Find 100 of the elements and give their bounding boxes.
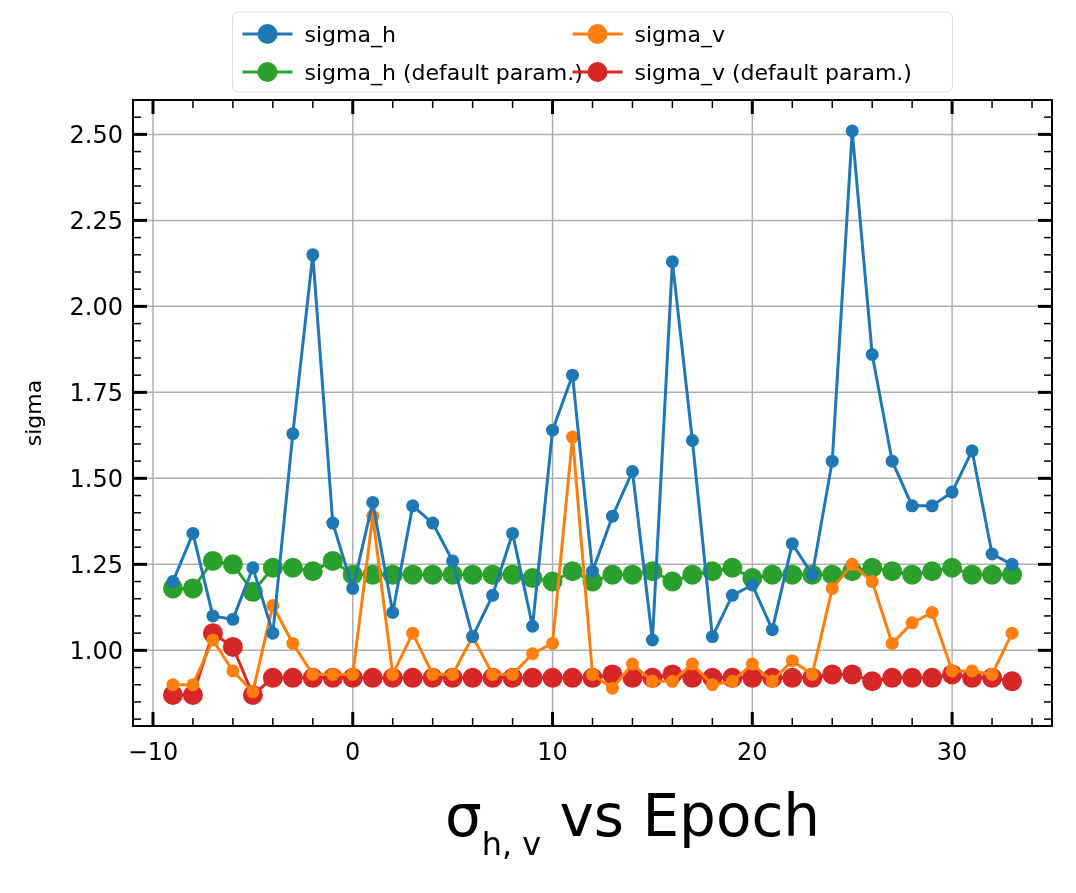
- point: [942, 557, 963, 578]
- point: [246, 561, 260, 575]
- point: [226, 612, 240, 626]
- y-tick-label: 1.25: [69, 550, 123, 579]
- x-tick-label: −10: [127, 738, 179, 766]
- point: [542, 667, 563, 688]
- point: [406, 499, 420, 513]
- point: [885, 636, 899, 650]
- point: [286, 427, 300, 441]
- point: [605, 681, 619, 695]
- point: [605, 509, 619, 523]
- y-axis-title: sigma: [21, 379, 46, 447]
- point: [222, 636, 243, 657]
- legend-label: sigma_h: [304, 21, 396, 48]
- point: [1005, 626, 1019, 640]
- point: [202, 550, 223, 571]
- point: [865, 575, 879, 589]
- point: [462, 667, 483, 688]
- point: [842, 664, 863, 685]
- point: [765, 623, 779, 637]
- point: [546, 423, 560, 437]
- point: [925, 606, 939, 619]
- point: [506, 526, 520, 540]
- point: [402, 564, 423, 585]
- point: [982, 564, 1003, 585]
- point: [206, 609, 220, 623]
- x-tick-label: 10: [537, 738, 568, 766]
- point: [446, 554, 460, 568]
- point: [922, 667, 943, 688]
- point: [962, 564, 983, 585]
- point: [825, 454, 839, 468]
- y-tick-label: 1.00: [69, 636, 123, 665]
- point: [206, 633, 220, 647]
- point: [825, 581, 839, 595]
- legend-label: sigma_h (default param.): [304, 59, 583, 86]
- point: [965, 664, 979, 678]
- point: [685, 657, 699, 671]
- point: [286, 636, 300, 650]
- point: [226, 664, 240, 678]
- point: [566, 430, 580, 444]
- point: [502, 564, 523, 585]
- point: [322, 550, 343, 571]
- point: [662, 571, 683, 592]
- point: [422, 564, 443, 585]
- point: [862, 557, 883, 578]
- y-tick-label: 2.25: [69, 206, 123, 235]
- point: [685, 434, 699, 448]
- point: [622, 564, 643, 585]
- point: [182, 578, 203, 599]
- point: [282, 667, 303, 688]
- point: [745, 657, 759, 671]
- point: [902, 564, 923, 585]
- point: [985, 547, 999, 561]
- legend-label: sigma_v (default param.): [634, 59, 912, 86]
- point: [166, 678, 180, 692]
- y-tick-label: 2.50: [69, 120, 123, 149]
- point: [1002, 671, 1023, 692]
- point: [522, 667, 543, 688]
- point: [526, 619, 540, 633]
- point: [402, 667, 423, 688]
- point: [562, 561, 583, 582]
- point: [902, 667, 923, 688]
- point: [945, 485, 959, 499]
- point: [406, 626, 420, 640]
- point: [822, 664, 843, 685]
- point: [882, 561, 903, 582]
- y-tick-label: 1.50: [69, 464, 123, 493]
- point: [965, 444, 979, 458]
- point: [462, 564, 483, 585]
- point: [885, 454, 899, 468]
- point: [266, 626, 280, 640]
- point: [922, 561, 943, 582]
- point: [762, 564, 783, 585]
- point: [486, 588, 500, 602]
- point: [862, 671, 883, 692]
- point: [782, 667, 803, 688]
- legend-label: sigma_v: [634, 21, 725, 48]
- point: [566, 368, 580, 382]
- point: [722, 557, 743, 578]
- point: [845, 124, 859, 138]
- point: [905, 616, 919, 630]
- x-tick-label: 0: [345, 738, 361, 766]
- point: [925, 499, 939, 513]
- point: [705, 678, 719, 692]
- point: [386, 606, 400, 619]
- point: [186, 526, 200, 540]
- point: [682, 564, 703, 585]
- point: [282, 557, 303, 578]
- point: [1005, 557, 1019, 571]
- point: [745, 578, 759, 592]
- point: [785, 654, 799, 668]
- point: [785, 537, 799, 551]
- point: [725, 588, 739, 602]
- point: [302, 561, 323, 582]
- point: [346, 581, 360, 595]
- point: [366, 495, 380, 509]
- point: [526, 647, 540, 661]
- point: [905, 499, 919, 513]
- point: [845, 557, 859, 571]
- point: [306, 248, 320, 262]
